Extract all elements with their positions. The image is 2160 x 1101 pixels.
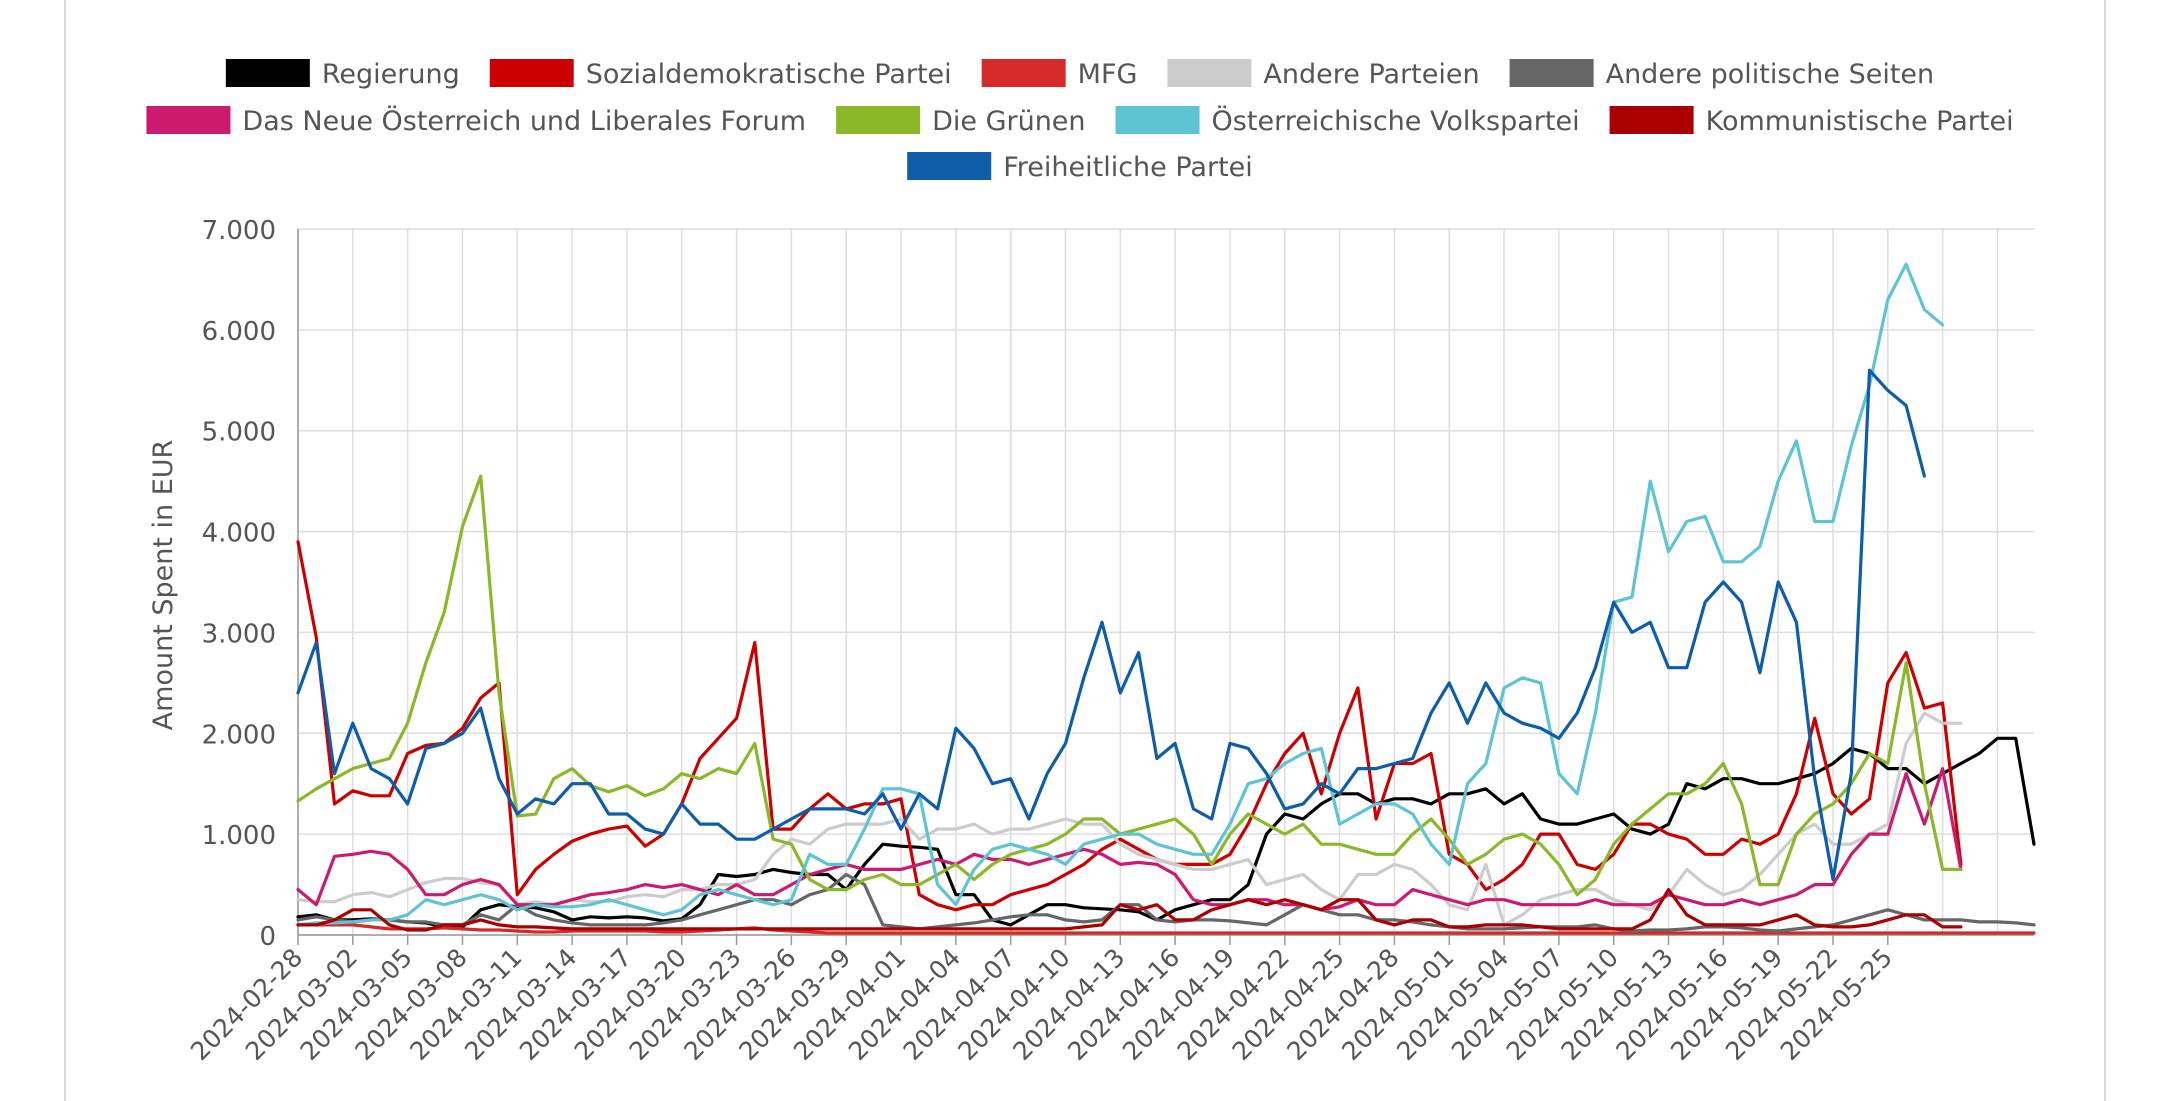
series-line — [296, 262, 1945, 927]
series-line — [296, 923, 2036, 935]
chart-legend: Regierung Sozialdemokratische Partei MFG An… — [146, 59, 2014, 183]
legend-swatch — [225, 59, 310, 87]
y-tick-label: 6.000 — [202, 317, 276, 347]
legend-swatch — [1609, 106, 1694, 134]
legend-label: Andere Parteien — [1263, 59, 1479, 90]
y-tick-label: 0 — [259, 922, 276, 952]
x-axis-ticks: 2024-02-282024-03-022024-03-052024-03-08… — [185, 935, 1898, 1066]
legend-label: MFG — [1078, 59, 1138, 90]
legend-swatch — [907, 152, 992, 180]
right-frame-line — [2104, 0, 2106, 1101]
y-axis-ticks: 0 1.000 2.000 3.000 4.000 5.000 6.000 7.000 — [202, 216, 276, 952]
legend-swatch — [146, 106, 231, 134]
legend-swatch — [836, 106, 921, 134]
series-line — [296, 736, 2036, 929]
y-axis-label: Amount Spent in EUR — [148, 440, 179, 731]
legend-label: Österreichische Volkspartei — [1212, 105, 1580, 137]
legend-label: Das Neue Österreich und Liberales Forum — [242, 105, 806, 137]
legend-swatch — [1167, 59, 1252, 87]
legend-swatch — [981, 59, 1066, 87]
series-line — [296, 766, 1963, 912]
legend-label: Die Grünen — [932, 106, 1085, 137]
series-line — [296, 711, 1963, 927]
left-frame-line — [64, 0, 66, 1101]
legend-label: Regierung — [322, 59, 460, 90]
series-line — [296, 872, 2036, 933]
legend-label: Sozialdemokratische Partei — [586, 59, 952, 90]
y-tick-label: 4.000 — [202, 519, 276, 549]
legend-label: Freiheitliche Partei — [1003, 152, 1253, 183]
legend-swatch — [1509, 59, 1594, 87]
legend-label: Andere politische Seiten — [1606, 59, 1935, 90]
y-tick-label: 7.000 — [202, 216, 276, 246]
series-line — [296, 368, 1927, 882]
series-line — [296, 887, 1963, 932]
y-tick-label: 3.000 — [202, 619, 276, 649]
y-tick-label: 5.000 — [202, 418, 276, 448]
legend-swatch — [1115, 106, 1200, 134]
series-line — [296, 540, 1963, 912]
chart-series — [296, 262, 2036, 935]
legend-swatch — [489, 59, 574, 87]
y-tick-label: 2.000 — [202, 720, 276, 750]
chart-grid — [297, 228, 2034, 936]
legend-label: Kommunistische Partei — [1706, 106, 2014, 137]
y-tick-label: 1.000 — [202, 821, 276, 851]
series-line — [296, 474, 1963, 897]
